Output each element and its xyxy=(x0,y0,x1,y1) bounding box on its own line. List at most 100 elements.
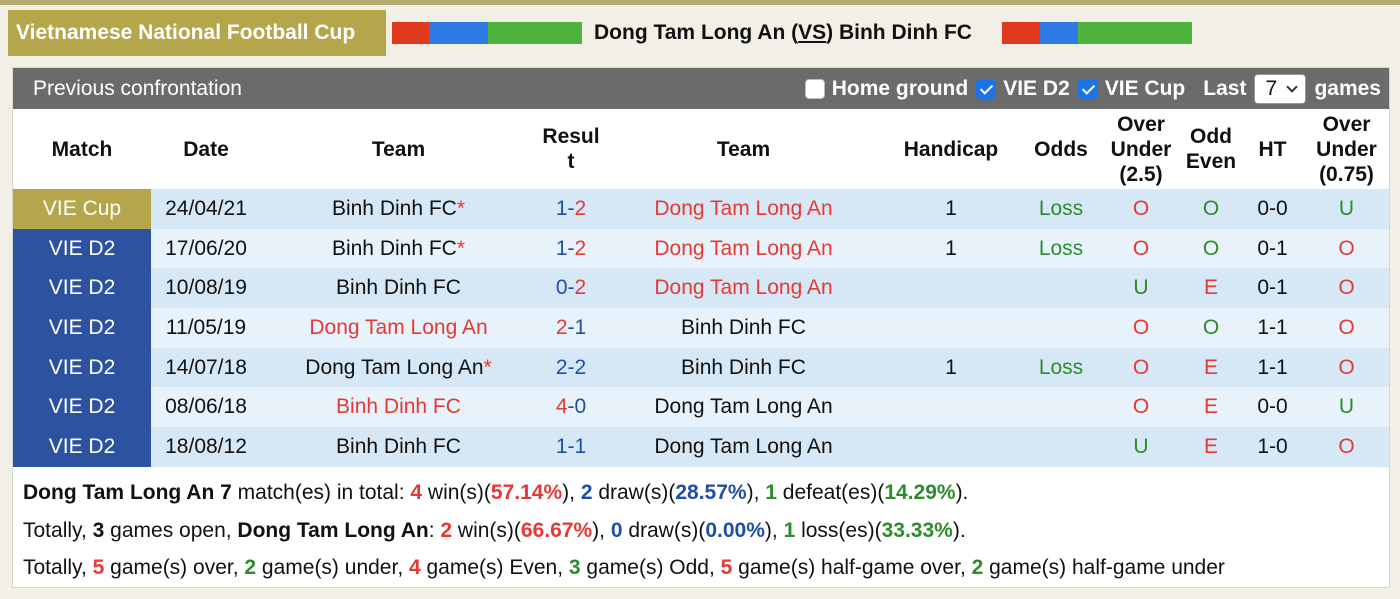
result-cell[interactable]: 4-0 xyxy=(536,387,606,428)
date-cell: 14/07/18 xyxy=(151,347,261,388)
result-cell[interactable]: 2-1 xyxy=(536,308,606,348)
result-cell[interactable]: 0-2 xyxy=(536,268,606,309)
home-form-bar xyxy=(392,22,582,44)
league-cell[interactable]: VIE D2 xyxy=(13,308,151,348)
col-result: Resul t xyxy=(536,109,606,189)
away-team-cell[interactable]: Dong Tam Long An xyxy=(606,228,881,269)
col-date: Date xyxy=(151,109,261,189)
home-ground-checkbox[interactable] xyxy=(804,78,825,99)
odds-cell xyxy=(1021,387,1101,428)
vie-cup-filter[interactable]: VIE Cup xyxy=(1077,77,1185,101)
odd-even-cell: O xyxy=(1181,189,1241,229)
table-row[interactable]: VIE D2 18/08/12 Binh Dinh FC 1-1 Dong Tam Lo… xyxy=(13,427,1389,467)
away-team-cell[interactable]: Dong Tam Long An xyxy=(606,387,881,428)
over-under-075-cell: O xyxy=(1304,427,1389,467)
col-team1: Team xyxy=(261,109,536,189)
table-row[interactable]: VIE D2 17/06/20 Binh Dinh FC* 1-2 Dong Tam L… xyxy=(13,228,1389,269)
away-team-name[interactable]: Binh Dinh FC xyxy=(838,21,972,44)
home-team-name[interactable]: Dong Tam Long An xyxy=(594,21,786,44)
over-under-075-cell: O xyxy=(1304,268,1389,309)
result-cell[interactable]: 1-2 xyxy=(536,189,606,229)
odds-cell xyxy=(1021,268,1101,309)
home-team-cell[interactable]: Dong Tam Long An* xyxy=(261,347,536,388)
table-row[interactable]: VIE Cup 24/04/21 Binh Dinh FC* 1-2 Dong Tam … xyxy=(13,189,1389,229)
league-cell[interactable]: VIE D2 xyxy=(13,268,151,309)
over-under-cell: U xyxy=(1101,427,1181,467)
over-under-cell: O xyxy=(1101,189,1181,229)
league-cell[interactable]: VIE Cup xyxy=(13,189,151,229)
league-cell[interactable]: VIE D2 xyxy=(13,427,151,467)
result-cell[interactable]: 2-2 xyxy=(536,347,606,388)
handicap-cell xyxy=(881,387,1021,428)
over-under-cell: O xyxy=(1101,308,1181,348)
handicap-cell xyxy=(881,268,1021,309)
away-team-cell[interactable]: Dong Tam Long An xyxy=(606,268,881,309)
table-row[interactable]: VIE D2 08/06/18 Binh Dinh FC 4-0 Dong Tam Lo… xyxy=(13,387,1389,428)
league-cell[interactable]: VIE D2 xyxy=(13,228,151,269)
previous-confrontation-panel: Previous confrontation Home ground VIE D… xyxy=(12,67,1390,588)
date-cell: 11/05/19 xyxy=(151,308,261,348)
over-under-cell: O xyxy=(1101,228,1181,269)
home-team-cell[interactable]: Binh Dinh FC xyxy=(261,268,536,309)
match-header: Vietnamese National Football Cup Dong Ta… xyxy=(8,10,1392,56)
match-title: Dong Tam Long An (VS) Binh Dinh FC xyxy=(594,21,972,44)
over-under-075-cell: U xyxy=(1304,189,1389,229)
result-cell[interactable]: 1-2 xyxy=(536,228,606,269)
ht-cell: 0-1 xyxy=(1241,228,1304,269)
games-count-select[interactable]: 7 xyxy=(1254,73,1307,104)
col-over-under: Over Under (2.5) xyxy=(1101,109,1181,189)
col-over-under-075: Over Under (0.75) xyxy=(1304,109,1389,189)
handicap-cell xyxy=(881,427,1021,467)
date-cell: 17/06/20 xyxy=(151,228,261,269)
table-header: Match Date Team Resul t Team Handicap Odd… xyxy=(13,109,1389,189)
odd-even-cell: O xyxy=(1181,228,1241,269)
home-team-cell[interactable]: Binh Dinh FC* xyxy=(261,228,536,269)
away-team-cell[interactable]: Dong Tam Long An xyxy=(606,189,881,229)
odd-even-cell: E xyxy=(1181,387,1241,428)
table-row[interactable]: VIE D2 11/05/19 Dong Tam Long An 2-1 Binh Di… xyxy=(13,308,1389,348)
ht-cell: 0-0 xyxy=(1241,387,1304,428)
result-cell[interactable]: 1-1 xyxy=(536,427,606,467)
vie-d2-checkbox[interactable] xyxy=(976,78,997,99)
away-team-cell[interactable]: Binh Dinh FC xyxy=(606,347,881,388)
home-team-cell[interactable]: Binh Dinh FC xyxy=(261,387,536,428)
table-row[interactable]: VIE D2 10/08/19 Binh Dinh FC 0-2 Dong Tam Lo… xyxy=(13,268,1389,309)
date-cell: 18/08/12 xyxy=(151,427,261,467)
over-under-075-cell: O xyxy=(1304,308,1389,348)
odd-even-cell: E xyxy=(1181,347,1241,388)
league-badge[interactable]: Vietnamese National Football Cup xyxy=(8,10,386,56)
panel-toolbar: Previous confrontation Home ground VIE D… xyxy=(13,68,1389,109)
league-cell[interactable]: VIE D2 xyxy=(13,347,151,388)
col-handicap: Handicap xyxy=(881,109,1021,189)
section-title: Previous confrontation xyxy=(33,77,242,100)
home-team-cell[interactable]: Binh Dinh FC* xyxy=(261,189,536,229)
vs-link[interactable]: VS xyxy=(798,21,827,44)
summary-line-record: Dong Tam Long An 7 match(es) in total: 4… xyxy=(23,481,969,504)
over-under-075-cell: O xyxy=(1304,228,1389,269)
col-team2: Team xyxy=(606,109,881,189)
ht-cell: 1-1 xyxy=(1241,347,1304,388)
odds-cell: Loss xyxy=(1021,347,1101,388)
home-team-cell[interactable]: Dong Tam Long An xyxy=(261,308,536,348)
league-cell[interactable]: VIE D2 xyxy=(13,387,151,428)
away-team-cell[interactable]: Dong Tam Long An xyxy=(606,427,881,467)
ht-cell: 0-1 xyxy=(1241,268,1304,309)
over-under-cell: O xyxy=(1101,387,1181,428)
home-ground-filter[interactable]: Home ground xyxy=(804,77,968,101)
home-team-cell[interactable]: Binh Dinh FC xyxy=(261,427,536,467)
over-under-cell: O xyxy=(1101,347,1181,388)
date-cell: 24/04/21 xyxy=(151,189,261,229)
summary-line-open-games: Totally, 3 games open, Dong Tam Long An:… xyxy=(23,518,966,542)
handicap-cell xyxy=(881,308,1021,348)
chevron-down-icon xyxy=(1286,80,1299,93)
over-under-cell: U xyxy=(1101,268,1181,309)
vie-cup-checkbox[interactable] xyxy=(1077,78,1098,99)
confrontation-table: Match Date Team Resul t Team Handicap Odd… xyxy=(13,109,1389,467)
table-row[interactable]: VIE D2 14/07/18 Dong Tam Long An* 2-2 Binh D… xyxy=(13,347,1389,388)
over-under-075-cell: U xyxy=(1304,387,1389,428)
date-cell: 08/06/18 xyxy=(151,387,261,428)
away-team-cell[interactable]: Binh Dinh FC xyxy=(606,308,881,348)
vie-d2-filter[interactable]: VIE D2 xyxy=(976,77,1070,101)
games-label: games xyxy=(1314,76,1381,100)
col-ht: HT xyxy=(1241,109,1304,189)
